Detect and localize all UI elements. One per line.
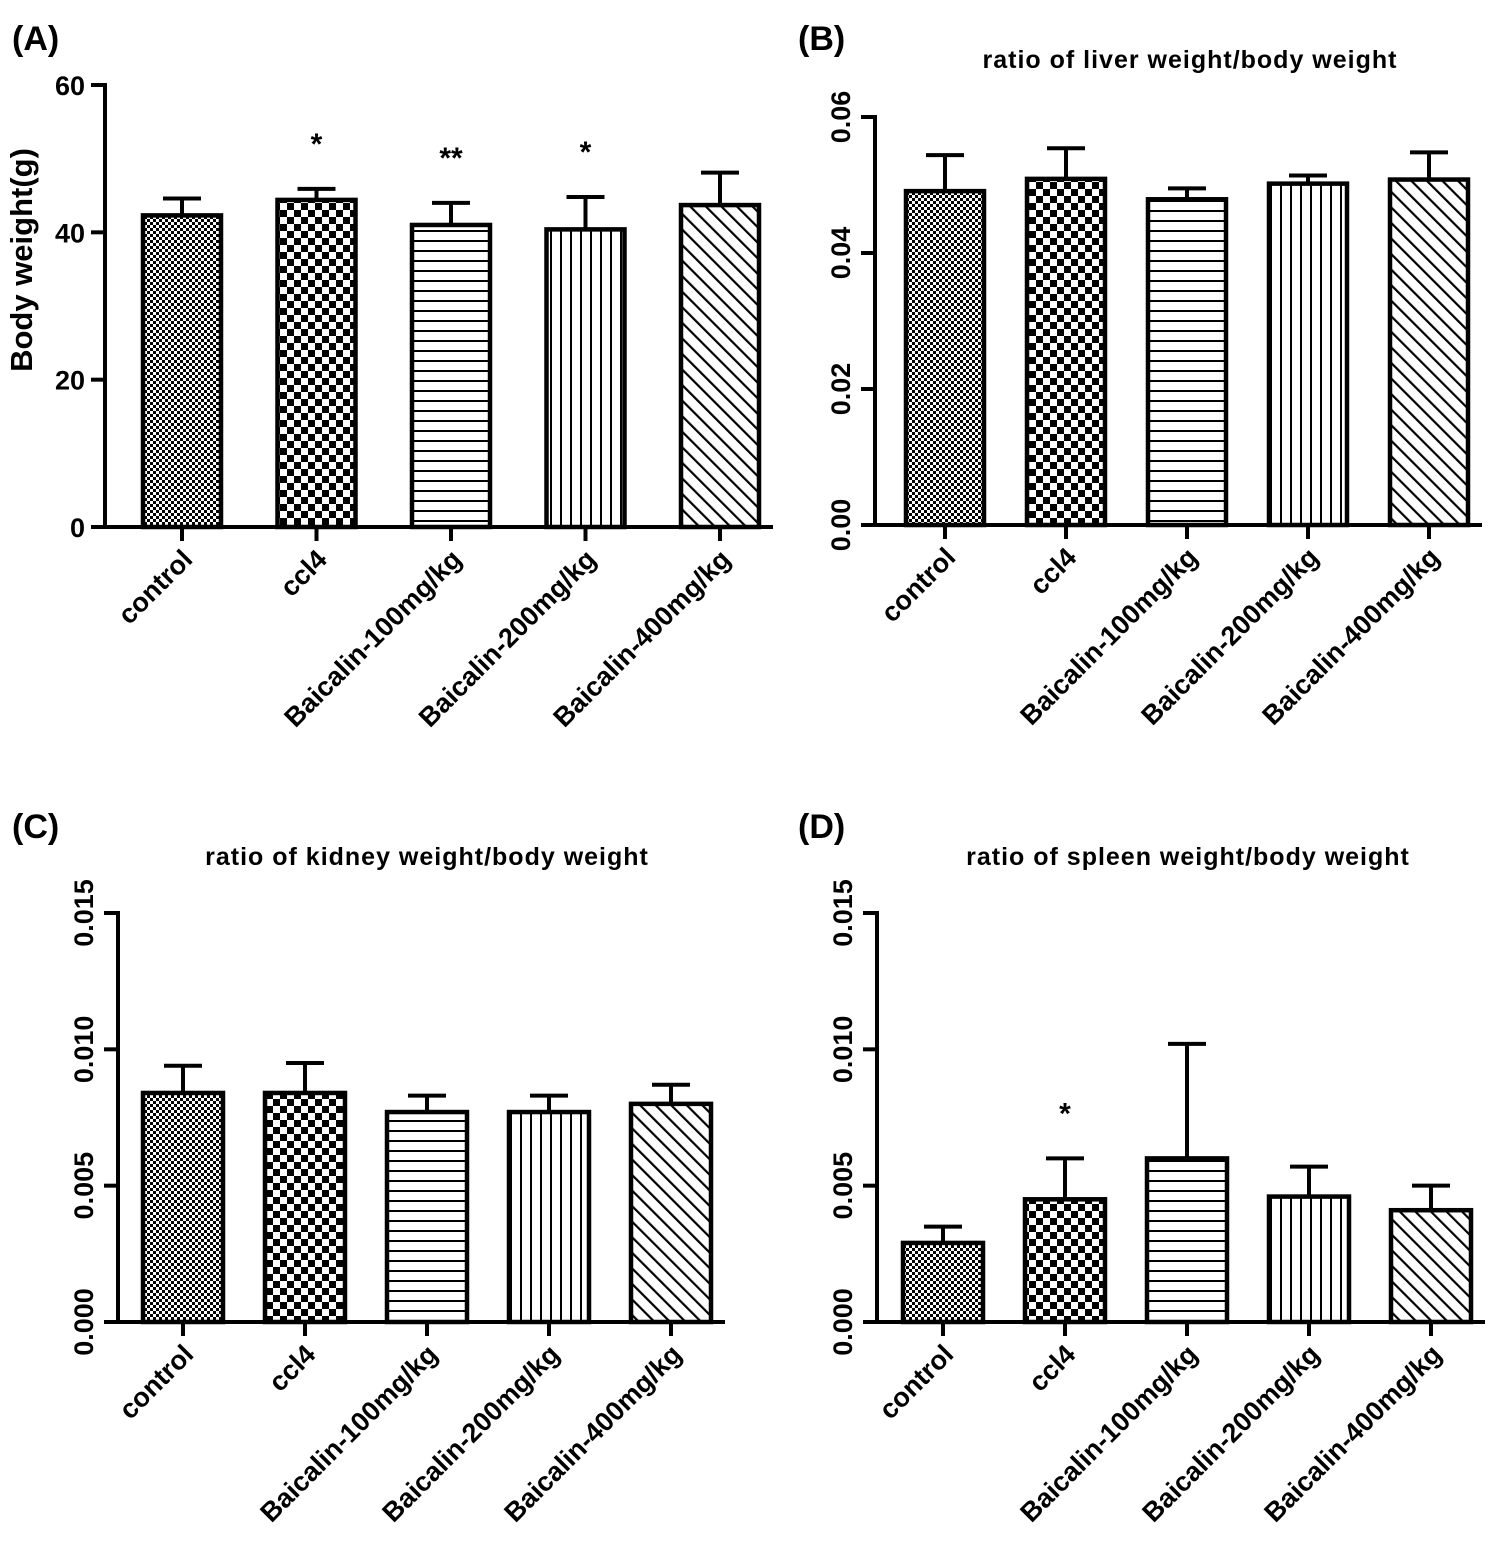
panel-a-significance: ** [439,142,463,175]
panel-d-bar [1266,1194,1352,1325]
panel-a-bar [409,222,493,530]
panel-d-letter: (D) [798,808,845,846]
panel-d-bar [900,1240,986,1325]
panel-d-bar [1022,1197,1108,1325]
panel-d-significance: * [1059,1097,1071,1130]
panel-a-category-label: control [112,544,198,630]
panel-a-bar [275,197,358,530]
panel-a: (A) Body weight(g) 0204060control*ccl4**… [4,20,773,733]
panel-a-bar [544,227,627,530]
panel-d-marks: 0.0000.0050.0100.015control*ccl4Baicalin… [828,879,1485,1528]
panel-a-ytick-label: 0 [70,513,85,543]
panel-a-ylabel: Body weight(g) [4,148,39,372]
panel-c-bar [262,1090,348,1325]
panel-c-category-label: ccl4 [263,1339,321,1397]
panel-b-ytick-label: 0.00 [826,499,856,552]
panel-c-title: ratio of kidney weight/body weight [205,843,649,871]
panel-b-category-label: control [875,542,961,628]
panel-b-bar [1024,176,1108,528]
panel-a-bar [140,213,224,530]
panel-c-letter: (C) [12,808,59,846]
panel-d-category-label: ccl4 [1023,1339,1081,1397]
panel-c-category-label: control [113,1339,199,1425]
panel-b-letter: (B) [798,20,845,58]
panel-c-bar [628,1101,714,1325]
panel-c-ytick-label: 0.000 [69,1288,99,1356]
panel-a-bar [678,202,762,530]
panel-b-category-label: ccl4 [1024,542,1082,600]
panel-a-marks: 0204060control*ccl4**Baicalin-100mg/kg*B… [55,71,773,733]
panel-b-ytick-label: 0.04 [826,227,856,280]
panel-d-ytick-label: 0.015 [828,879,858,947]
panel-d-bar [1144,1156,1230,1325]
panel-d-title: ratio of spleen weight/body weight [966,843,1410,871]
panel-d: (D) ratio of spleen weight/body weight 0… [798,808,1485,1528]
panel-c-ytick-label: 0.015 [69,879,99,947]
panel-c-ytick-label: 0.005 [69,1152,99,1220]
panel-a-significance: * [580,136,592,169]
panel-b-bar [1145,197,1229,528]
panel-c-ytick-label: 0.010 [69,1016,99,1084]
panel-b-bar [1387,177,1471,528]
panel-a-ytick-label: 60 [55,71,85,101]
panel-a-category-label: ccl4 [274,544,332,602]
panel-c-bar [506,1109,592,1325]
panel-b-ytick-label: 0.06 [826,91,856,144]
panel-b-ytick-label: 0.02 [826,363,856,416]
panel-d-category-label: control [873,1339,959,1425]
panel-b: (B) ratio of liver weight/body weight 0.… [798,20,1482,731]
panel-a-significance: * [311,128,323,161]
panel-b-title: ratio of liver weight/body weight [983,46,1398,74]
panel-b-bar [1266,181,1350,528]
panel-d-ytick-label: 0.005 [828,1152,858,1220]
panel-d-bar [1388,1207,1474,1325]
panel-c-bar [140,1090,226,1325]
panel-d-ytick-label: 0.010 [828,1016,858,1084]
panel-c-bar [384,1109,470,1325]
panel-a-ytick-label: 40 [55,218,85,248]
panel-c: (C) ratio of kidney weight/body weight 0… [12,808,725,1528]
panel-a-ytick-label: 20 [55,366,85,396]
panel-a-letter: (A) [12,20,59,58]
panel-b-bar [903,188,987,528]
panel-d-ytick-label: 0.000 [828,1288,858,1356]
